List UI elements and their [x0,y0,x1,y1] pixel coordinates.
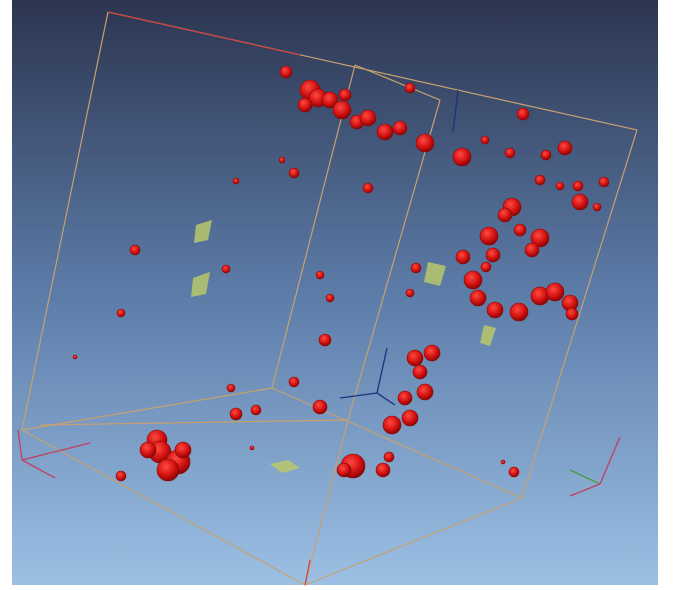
particle [230,408,242,420]
particle [505,148,515,158]
particle [289,377,299,387]
particle [517,108,529,120]
particle [130,245,140,255]
particle [487,302,503,318]
particle [333,101,351,119]
particle [279,157,285,163]
particle [406,289,414,297]
particle [535,175,545,185]
particle [509,467,519,477]
particle [383,416,401,434]
particle [289,168,299,178]
particle [222,265,230,273]
particle [360,110,376,126]
render-view [0,0,673,590]
particle [566,308,578,320]
particle [413,365,427,379]
particle [486,248,500,262]
particle [363,183,373,193]
particle [464,271,482,289]
particle [337,463,351,477]
particle [510,303,528,321]
particle [316,271,324,279]
particle [417,384,433,400]
particle [481,262,491,272]
particle [117,309,125,317]
particle [313,400,327,414]
particle [541,150,551,160]
particle [572,194,588,210]
particle [573,181,583,191]
particle [480,227,498,245]
particle [481,136,489,144]
particle [280,66,292,78]
particle [599,177,609,187]
particle [405,83,415,93]
particle [250,446,254,450]
particle [453,148,471,166]
page: (() => { const ns = 'http://www.w3.org/2… [0,0,673,590]
particle [157,459,179,481]
particle [402,410,418,426]
particle [339,89,351,101]
particle [251,405,261,415]
particle [407,350,423,366]
particle [384,452,394,462]
particle [556,182,564,190]
particle [558,141,572,155]
particle [501,460,505,464]
particle [398,391,412,405]
particle [411,263,421,273]
particle [319,334,331,346]
particle [140,442,156,458]
particle [175,442,191,458]
particle [593,203,601,211]
particle [514,224,526,236]
particle [470,290,486,306]
particle [298,98,312,112]
particle [227,384,235,392]
particle [393,121,407,135]
particle [416,134,434,152]
particle [456,250,470,264]
particle [546,283,564,301]
particle [424,345,440,361]
particle [377,124,393,140]
particle [376,463,390,477]
particle [326,294,334,302]
particle [525,243,539,257]
particle [116,471,126,481]
particle [233,178,239,184]
particle [73,355,77,359]
particle [498,208,512,222]
